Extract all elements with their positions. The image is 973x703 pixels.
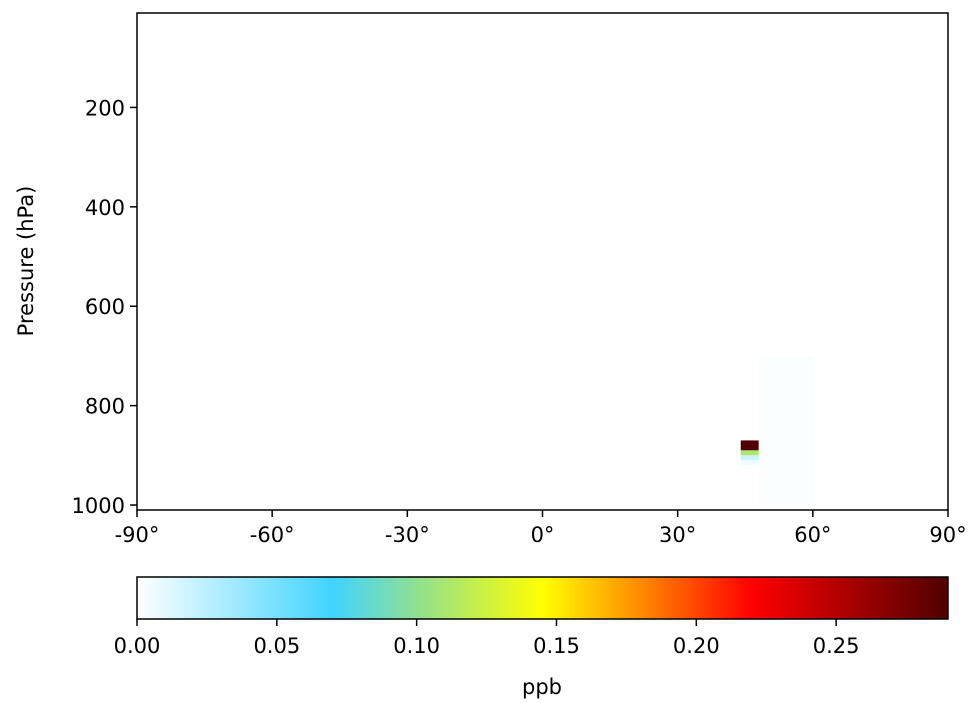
- y-tick-label: 1000: [72, 494, 125, 518]
- colorbar: 0.00 0.05 0.10 0.15 0.20 0.25 ppb: [114, 576, 949, 699]
- colorbar-tick-label: 0.20: [673, 634, 720, 658]
- heatmap-cell: [740, 460, 759, 466]
- y-tick-label: 600: [85, 295, 125, 319]
- colorbar-gradient: [137, 577, 948, 619]
- x-tick-label: 90°: [929, 523, 966, 547]
- x-tick-label: -90°: [115, 523, 160, 547]
- heatmap-cell: [758, 355, 813, 506]
- heatmap-cell: [740, 450, 759, 456]
- plot-background: [137, 13, 948, 510]
- heatmap-cell: [740, 455, 759, 461]
- colorbar-tick-label: 0.10: [393, 634, 440, 658]
- colorbar-tick-label: 0.15: [533, 634, 580, 658]
- y-tick-label: 400: [85, 196, 125, 220]
- colorbar-tick-label: 0.00: [114, 634, 161, 658]
- x-tick-label: 30°: [659, 523, 696, 547]
- y-tick-label: 200: [85, 96, 125, 120]
- y-axis-label: Pressure (hPa): [14, 186, 38, 337]
- colorbar-tick-label: 0.25: [813, 634, 860, 658]
- colorbar-frame: [136, 576, 949, 620]
- x-tick-label: -30°: [385, 523, 430, 547]
- x-axis: -90° -60° -30° 0° 30° 60° 90°: [115, 510, 967, 547]
- colorbar-tick-label: 0.05: [253, 634, 300, 658]
- y-tick-label: 800: [85, 395, 125, 419]
- heatmap-cell: [740, 440, 759, 451]
- x-tick-label: 60°: [794, 523, 831, 547]
- heatmap-cells: [740, 355, 813, 506]
- colorbar-axis: 0.00 0.05 0.10 0.15 0.20 0.25: [114, 619, 860, 658]
- y-axis: 200 400 600 800 1000: [72, 96, 137, 518]
- x-tick-label: -60°: [250, 523, 295, 547]
- plot-area: [136, 12, 949, 511]
- colorbar-label: ppb: [522, 675, 562, 699]
- x-tick-label: 0°: [531, 523, 555, 547]
